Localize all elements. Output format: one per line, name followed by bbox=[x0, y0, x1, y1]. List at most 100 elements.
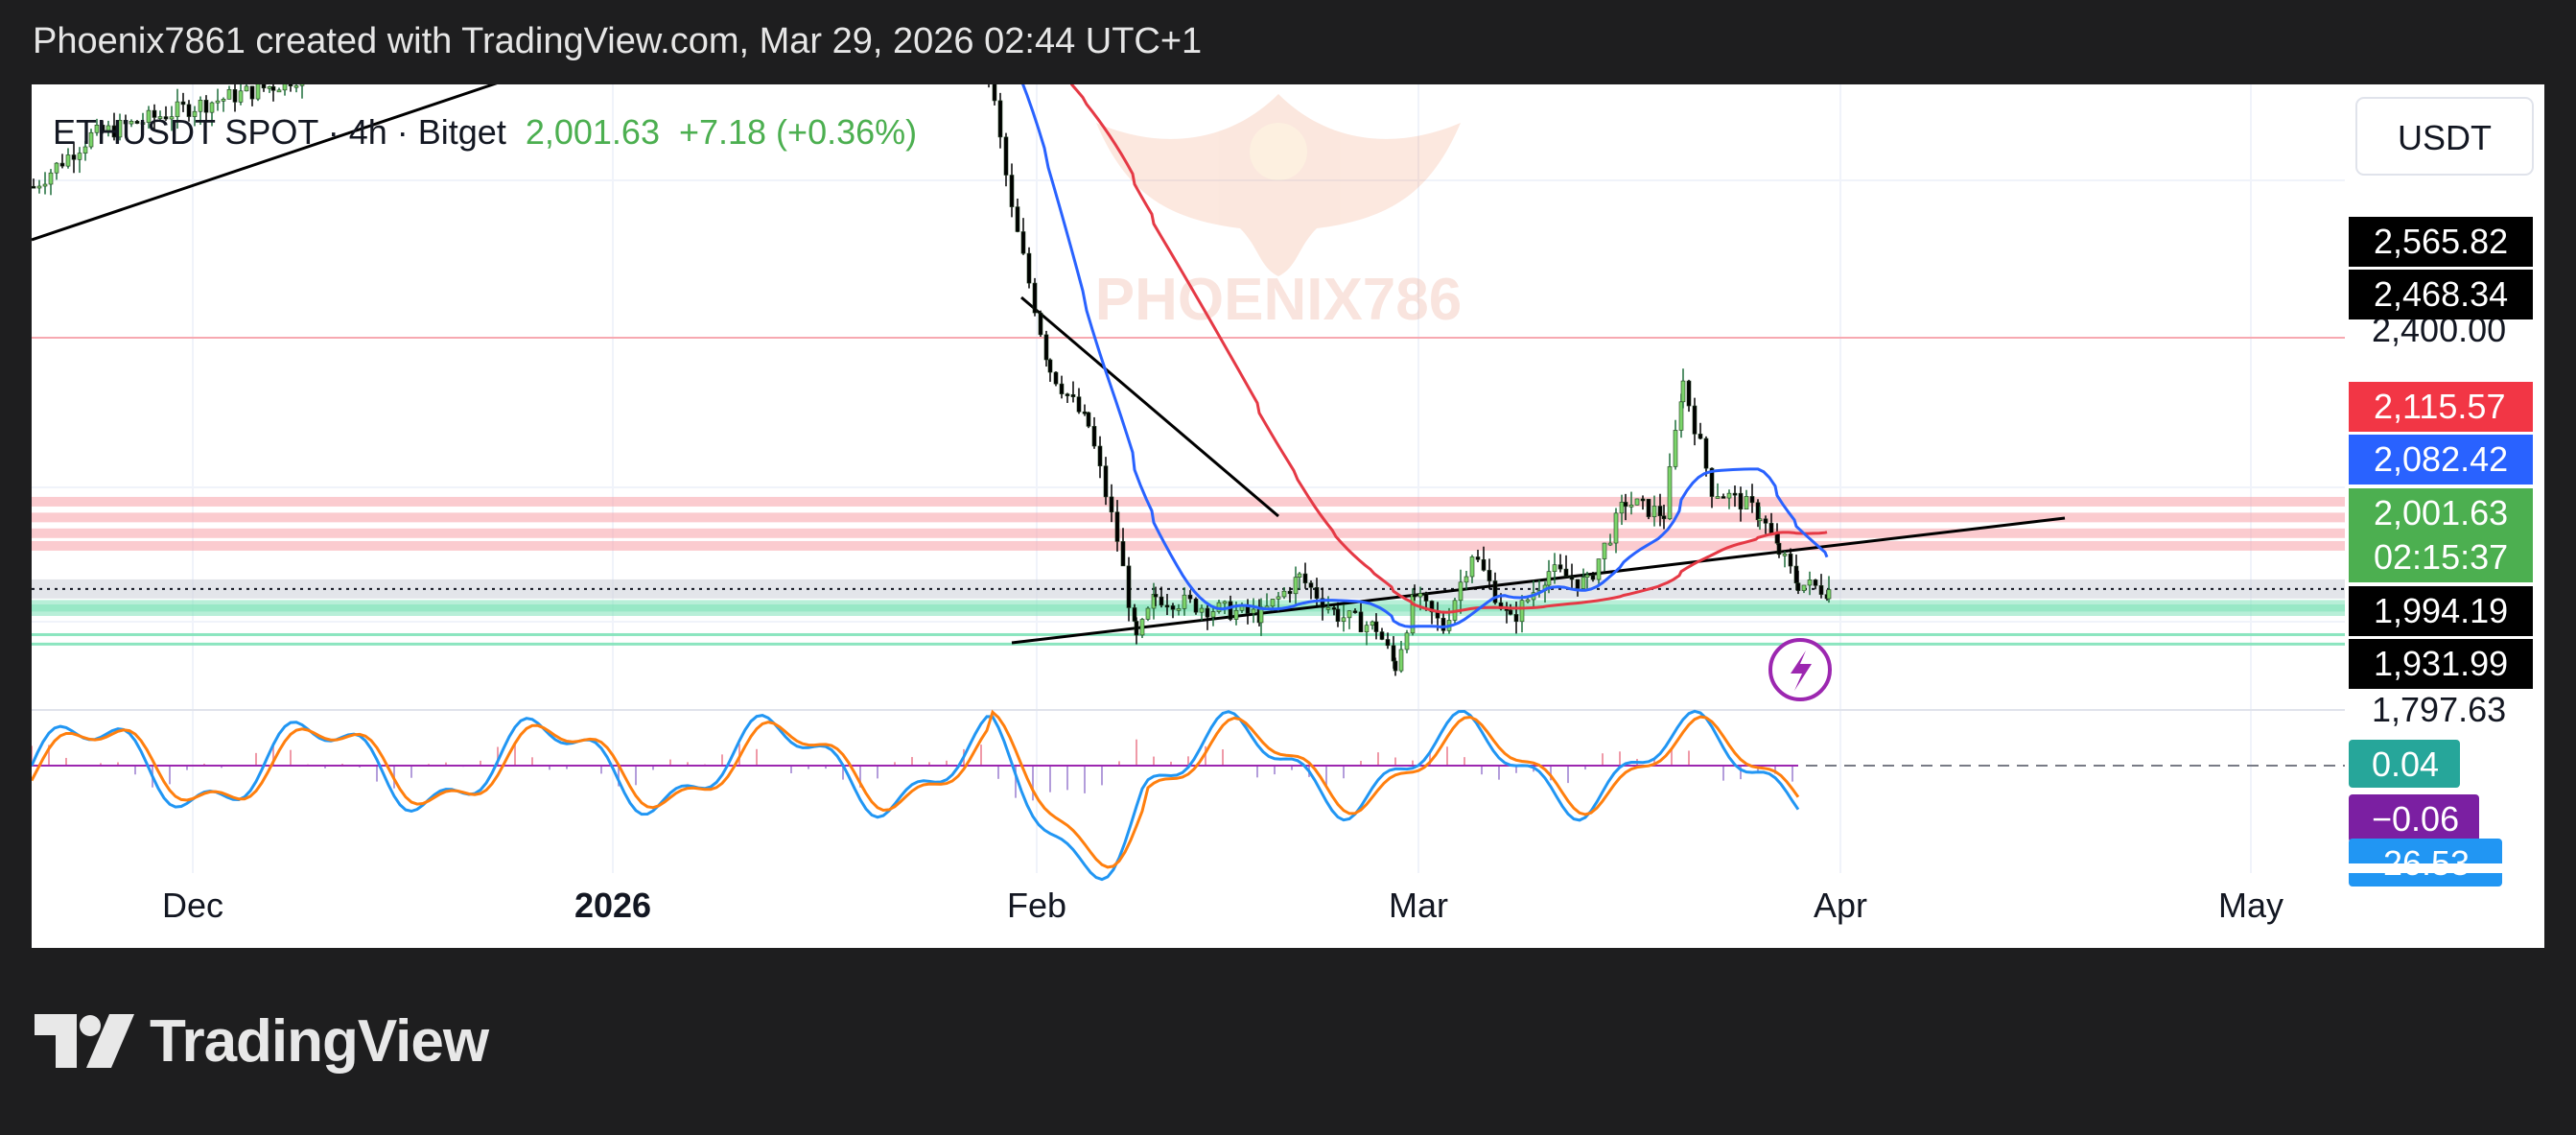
candle-body bbox=[1698, 434, 1703, 439]
candle-body bbox=[1370, 621, 1375, 627]
candle-body bbox=[1692, 405, 1698, 435]
tradingview-logo[interactable]: TradingView bbox=[35, 1007, 489, 1075]
candle-body bbox=[180, 101, 186, 106]
candle-body bbox=[249, 85, 255, 100]
candle-body bbox=[163, 116, 169, 120]
moving-average-slow bbox=[1069, 84, 1828, 614]
candle-body bbox=[1373, 621, 1379, 632]
candle-body bbox=[1686, 380, 1692, 407]
candle-body bbox=[1552, 564, 1557, 572]
x-tick-dec: Dec bbox=[162, 886, 223, 925]
candle-body bbox=[192, 110, 198, 117]
horizontal-levels[interactable] bbox=[32, 337, 2345, 646]
price-flag-bg bbox=[2349, 435, 2533, 485]
price-flag: 1,931.99 bbox=[2349, 639, 2533, 689]
candle-body bbox=[1164, 604, 1170, 608]
oscillator-slow-line bbox=[32, 709, 1800, 869]
candle-body bbox=[1673, 430, 1678, 467]
candle-body bbox=[42, 183, 48, 187]
candle-body bbox=[1210, 611, 1216, 618]
oscillator-fast-line bbox=[32, 709, 1800, 882]
price-flag-text: 2,565.82 bbox=[2374, 222, 2508, 261]
candle-body bbox=[1596, 558, 1602, 580]
candle-body bbox=[1768, 523, 1774, 534]
price-flag-text: 02:15:37 bbox=[2374, 537, 2508, 577]
candle-body bbox=[1393, 660, 1398, 672]
candle-body bbox=[1546, 571, 1552, 586]
price-flag: 2,565.82 bbox=[2349, 217, 2533, 267]
price-flag: 2,115.57 bbox=[2349, 382, 2533, 432]
candle-body bbox=[1120, 541, 1126, 567]
candle-body bbox=[1738, 492, 1744, 510]
candle-body bbox=[267, 86, 272, 89]
candle-body bbox=[1287, 590, 1293, 595]
oscillator-flag: −0.06 bbox=[2349, 794, 2479, 842]
price-chart-svg[interactable]: PHOENIX786 Dec 2026 Feb Mar Apr bbox=[32, 84, 2544, 948]
price-flag-text: 2,115.57 bbox=[2374, 387, 2505, 426]
candle-body bbox=[1385, 639, 1391, 647]
candle-body bbox=[244, 85, 249, 92]
candle-body bbox=[1412, 594, 1417, 598]
candle-body bbox=[270, 86, 276, 91]
trendline-ascending-support bbox=[1011, 516, 2066, 645]
candle-body bbox=[1458, 581, 1464, 602]
candle-body bbox=[1721, 496, 1726, 499]
candle-body bbox=[1607, 542, 1613, 546]
current-zone bbox=[32, 579, 2345, 599]
candle-body bbox=[221, 99, 226, 102]
candle-body bbox=[1826, 589, 1832, 600]
candle-body bbox=[1222, 601, 1228, 604]
candle-body bbox=[1182, 594, 1187, 609]
oscillator-pane[interactable] bbox=[32, 709, 1800, 882]
symbol-exchange: Bitget bbox=[418, 112, 506, 152]
candle-body bbox=[1776, 542, 1782, 556]
candle-body bbox=[203, 100, 209, 113]
oscillator-flag: -26.53 bbox=[2349, 839, 2502, 887]
x-tick-2026: 2026 bbox=[574, 886, 651, 925]
candle-body bbox=[1086, 412, 1091, 427]
candle-body bbox=[32, 185, 36, 189]
chart-panel[interactable]: PHOENIX786 Dec 2026 Feb Mar Apr bbox=[32, 84, 2544, 948]
candle-body bbox=[1145, 607, 1151, 620]
currency-button[interactable]: USDT bbox=[2355, 97, 2534, 176]
candle-body bbox=[1153, 594, 1159, 598]
candle-body bbox=[169, 116, 175, 120]
candle-body bbox=[1134, 621, 1139, 636]
price-flag-bg bbox=[2349, 217, 2533, 267]
candle-body bbox=[71, 154, 77, 160]
candle-body bbox=[232, 89, 238, 103]
lightning-icon[interactable] bbox=[1768, 638, 1832, 701]
candle-body bbox=[1569, 576, 1575, 580]
candle-body bbox=[1464, 576, 1469, 583]
candle-body bbox=[276, 89, 282, 93]
candle-body bbox=[157, 116, 163, 119]
candle-body bbox=[261, 84, 267, 89]
price-flag-text: 1,994.19 bbox=[2374, 591, 2508, 630]
price-flag-bg bbox=[2349, 586, 2533, 636]
phoenix-watermark: PHOENIX786 bbox=[1095, 94, 1462, 333]
candle-body bbox=[1199, 607, 1205, 613]
oscillator-flag-bg bbox=[2349, 794, 2479, 842]
candle-body bbox=[152, 109, 157, 118]
price-flag-bg bbox=[2349, 532, 2533, 582]
candle-body bbox=[1379, 631, 1385, 640]
resistance-level bbox=[32, 528, 2345, 538]
candle-body bbox=[226, 89, 232, 100]
candle-body bbox=[288, 84, 293, 86]
price-flag-text: 2,468.34 bbox=[2374, 274, 2508, 314]
price-change: +7.18 (+0.36%) bbox=[679, 112, 917, 152]
candle-body bbox=[1404, 632, 1410, 650]
resistance-level bbox=[32, 496, 2345, 507]
symbol-legend[interactable]: ETHUSDT SPOT · 4h · Bitget 2,001.63 +7.18 … bbox=[53, 112, 917, 152]
price-flag-bg bbox=[2349, 488, 2533, 538]
trendlines[interactable] bbox=[32, 84, 2066, 645]
resistance-level bbox=[32, 540, 2345, 551]
candle-body bbox=[1398, 649, 1404, 672]
snapshot-caption: Phoenix7861 created with TradingView.com… bbox=[33, 21, 1203, 61]
price-flag: 1,994.19 bbox=[2349, 586, 2533, 636]
price-flags[interactable]: 2,565.82 2,468.34 2,115.57 2,082.42 2,001.63… bbox=[2345, 217, 2544, 887]
candle-body bbox=[1038, 312, 1043, 336]
candle-body bbox=[1757, 518, 1763, 522]
candle-body bbox=[209, 102, 215, 113]
candle-body bbox=[1159, 596, 1164, 606]
